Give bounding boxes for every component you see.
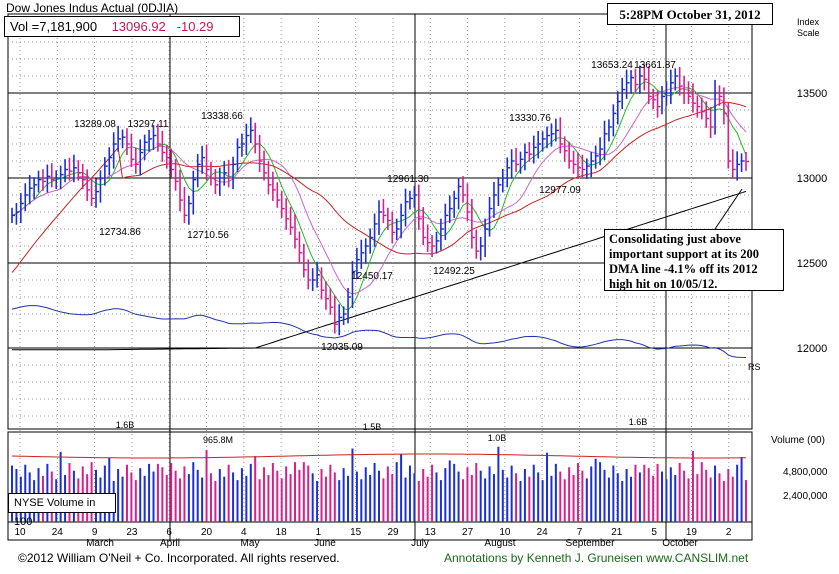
annotation-pointer <box>714 188 743 230</box>
volume-tick-label: 2,400,000 <box>783 491 828 502</box>
x-tick-label: 7 <box>577 527 583 538</box>
ma10-line <box>11 81 747 311</box>
month-label: March <box>86 538 114 549</box>
price-label: 13330.76 <box>509 113 551 124</box>
last-price: 13096.92 <box>111 19 166 34</box>
month-label: June <box>314 538 336 549</box>
volume-peak-label: 1.0B <box>488 433 507 443</box>
annotation-box: Consolidating just above important suppo… <box>604 229 784 291</box>
price-label: 12492.25 <box>433 266 475 277</box>
volume-panel-label: Volume (00) <box>771 435 825 446</box>
volume-readout: Vol =7,181,900 <box>10 19 98 34</box>
y-tick-label: 13000 <box>797 173 828 185</box>
price-label: 12710.56 <box>187 230 229 241</box>
date-axis-frame <box>7 521 753 541</box>
month-label: August <box>484 538 515 549</box>
price-label: 13661.87 <box>634 60 676 71</box>
x-tick-label: 21 <box>611 527 623 538</box>
x-tick-label: 15 <box>350 527 362 538</box>
y-tick-label: 12000 <box>797 343 828 355</box>
x-tick-label: 24 <box>52 527 64 538</box>
price-label: 12961.30 <box>387 174 429 185</box>
month-label: October <box>662 538 698 549</box>
month-label: July <box>411 538 429 549</box>
x-tick-label: 10 <box>499 527 511 538</box>
price-label: 12035.09 <box>321 342 363 353</box>
price-label: 12734.86 <box>99 227 141 238</box>
price-label: 13338.66 <box>201 111 243 122</box>
volume-price-box: Vol =7,181,900 13096.92 -10.29 <box>4 16 240 37</box>
price-label: 13297.11 <box>128 119 169 130</box>
volume-peak-label: 1.5B <box>363 422 382 432</box>
x-tick-label: 24 <box>537 527 549 538</box>
y-tick-label: 12500 <box>797 258 828 270</box>
x-tick-label: 19 <box>686 527 698 538</box>
volume-tick-label: 4,800,000 <box>783 467 828 478</box>
copyright-text: ©2012 William O'Neil + Co. Incorporated.… <box>18 551 340 565</box>
price-label: 13653.24 <box>591 60 633 71</box>
month-label: April <box>160 538 180 549</box>
x-tick-label: 4 <box>241 527 247 538</box>
x-tick-label: 10 <box>14 527 26 538</box>
x-tick-label: 2 <box>726 527 732 538</box>
x-tick-label: 13 <box>425 527 437 538</box>
volume-peak-label: 1.6B <box>116 420 135 430</box>
price-label: 12450.17 <box>351 271 393 282</box>
x-tick-label: 27 <box>462 527 474 538</box>
rs-label: RS <box>748 362 761 372</box>
timestamp-box: 5:28PM October 31, 2012 <box>607 3 773 25</box>
volume-peak-label: 1.6B <box>629 417 648 427</box>
month-label: May <box>241 538 260 549</box>
x-tick-label: 18 <box>276 527 288 538</box>
credits-text: Annotations by Kenneth J. Gruneisen www.… <box>444 551 749 565</box>
chart-title: Dow Jones Indus Actual (0DJIA) <box>6 1 179 15</box>
x-tick-label: 29 <box>387 527 399 538</box>
nyse-volume-label: NYSE Volume in 100 <box>8 493 116 528</box>
rs-line <box>11 305 747 358</box>
y-tick-label: 13500 <box>797 88 828 100</box>
month-label: September <box>566 538 616 549</box>
x-tick-label: 23 <box>126 527 138 538</box>
index-scale-label: Scale <box>797 28 820 38</box>
ma21-line <box>11 87 747 295</box>
x-tick-label: 1 <box>316 527 322 538</box>
ma50-line <box>11 101 747 273</box>
volume-peak-label: 965.8M <box>203 435 233 445</box>
price-label: 13289.08 <box>74 119 116 130</box>
price-label: 12977.09 <box>539 185 581 196</box>
x-tick-label: 6 <box>166 527 172 538</box>
x-tick-label: 5 <box>651 527 657 538</box>
x-tick-label: 20 <box>201 527 213 538</box>
index-scale-label: Index <box>797 17 820 27</box>
price-change: -10.29 <box>176 19 214 34</box>
volume-average-line <box>11 453 746 459</box>
x-tick-label: 9 <box>92 527 98 538</box>
